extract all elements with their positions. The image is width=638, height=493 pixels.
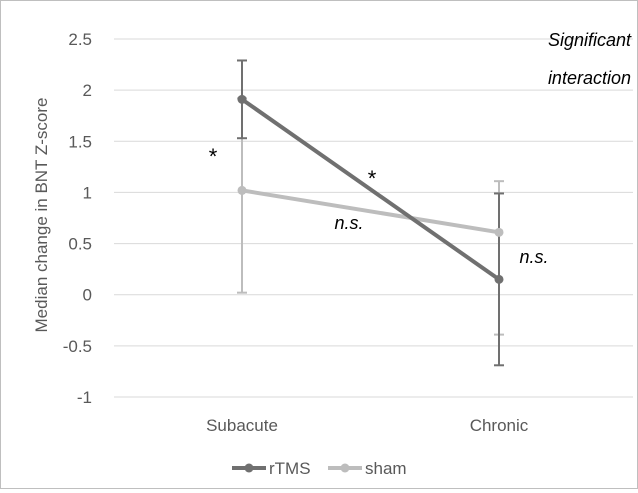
interaction-annotation-line1: Significant <box>548 30 632 50</box>
x-tick-labels: Subacute Chronic <box>206 416 529 435</box>
chronic-ns-label: n.s. <box>519 247 548 267</box>
gridlines <box>114 38 633 398</box>
series-points <box>237 94 504 284</box>
series-line-sham <box>240 188 501 235</box>
legend-label-sham: sham <box>365 459 407 478</box>
data-point-sham <box>494 227 504 237</box>
y-tick-label: 2 <box>83 81 92 100</box>
y-tick-label: 0.5 <box>68 235 92 254</box>
legend-label-rTMS: rTMS <box>269 459 311 478</box>
data-point-sham <box>237 185 247 195</box>
subacute-significance-star: * <box>209 144 218 169</box>
series-line-rTMS <box>240 97 501 282</box>
sham-slope-ns-label: n.s. <box>334 213 363 233</box>
y-tick-label: 1.5 <box>68 132 92 151</box>
y-axis-label: Median change in BNT Z-score <box>32 98 51 333</box>
legend-marker-sham <box>340 463 350 473</box>
data-point-rTMS <box>494 274 504 284</box>
y-tick-labels: 2.5 2 1.5 1 0.5 0 -0.5 -1 <box>63 30 92 407</box>
legend: rTMS sham <box>232 459 407 478</box>
interaction-annotation-line2: interaction <box>548 68 631 88</box>
legend-marker-rTMS <box>244 463 254 473</box>
y-tick-label: 2.5 <box>68 30 92 49</box>
rtms-slope-significance-star: * <box>368 166 377 191</box>
x-tick-label: Chronic <box>470 416 529 435</box>
series-lines <box>240 97 501 282</box>
y-tick-label: 1 <box>83 183 92 202</box>
x-tick-label: Subacute <box>206 416 278 435</box>
y-tick-label: 0 <box>83 286 92 305</box>
y-tick-label: -1 <box>77 388 92 407</box>
data-point-rTMS <box>237 94 247 104</box>
y-tick-label: -0.5 <box>63 337 92 356</box>
